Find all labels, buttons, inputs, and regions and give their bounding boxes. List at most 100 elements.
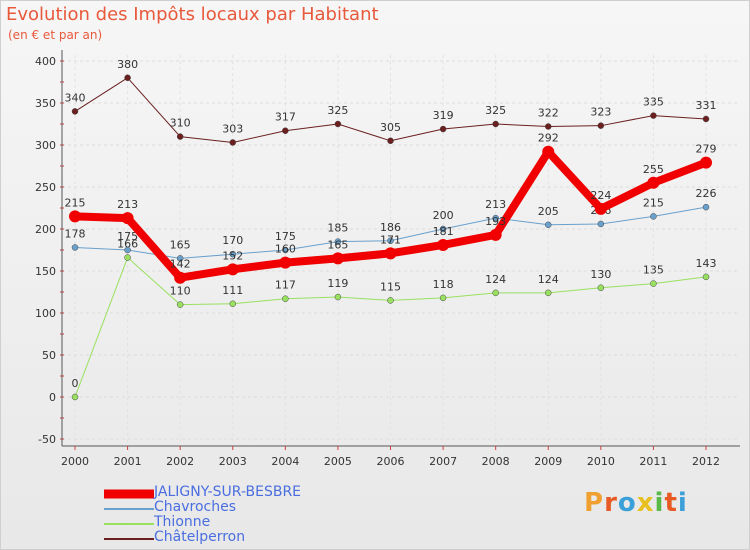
brand-letter: P xyxy=(584,488,605,518)
data-point xyxy=(69,210,81,223)
data-point xyxy=(439,225,447,233)
data-label: 215 xyxy=(643,196,664,209)
legend-swatch xyxy=(104,537,154,540)
data-point xyxy=(331,252,344,265)
x-tick-label: 2005 xyxy=(324,455,352,468)
y-tick-label: 250 xyxy=(35,181,56,194)
data-label: 335 xyxy=(643,96,664,109)
x-tick-label: 2009 xyxy=(534,455,562,468)
legend: JALIGNY-SUR-BESBRE Chavroches Thionne Ch… xyxy=(104,484,344,546)
y-tick-label: 0 xyxy=(49,391,56,404)
data-point xyxy=(597,220,605,228)
data-point xyxy=(492,120,499,128)
legend-label: Thionne xyxy=(154,514,211,530)
data-label: 292 xyxy=(538,132,559,145)
data-label: 130 xyxy=(590,268,611,281)
data-point xyxy=(545,221,552,229)
data-label: 143 xyxy=(696,257,717,270)
y-tick-label: 50 xyxy=(42,349,56,362)
data-label: 322 xyxy=(538,107,559,120)
data-point xyxy=(384,247,397,260)
data-label: 213 xyxy=(117,198,138,211)
data-label: 170 xyxy=(222,234,243,247)
data-label: 213 xyxy=(485,198,506,211)
data-point xyxy=(282,246,289,254)
data-point xyxy=(647,176,660,189)
data-point xyxy=(124,74,131,82)
data-label: 205 xyxy=(538,205,559,218)
data-label: 224 xyxy=(590,189,611,202)
data-label: 305 xyxy=(380,121,401,134)
data-label: 186 xyxy=(380,221,401,234)
data-label: 200 xyxy=(433,209,454,222)
data-point xyxy=(334,120,342,128)
data-point xyxy=(492,289,499,297)
data-label: 124 xyxy=(538,273,559,286)
y-tick-label: 350 xyxy=(35,97,56,110)
legend-item: Thionne xyxy=(104,514,344,531)
x-tick-label: 2002 xyxy=(166,455,194,468)
data-label: 110 xyxy=(170,285,191,298)
data-label: 118 xyxy=(433,278,454,291)
data-label: 303 xyxy=(222,122,243,135)
data-point xyxy=(545,123,552,130)
data-point xyxy=(124,254,131,261)
data-label: 0 xyxy=(72,377,79,390)
y-tick-label: 400 xyxy=(35,55,56,68)
brand-letter: t xyxy=(664,488,678,518)
data-point xyxy=(597,122,605,129)
data-point xyxy=(71,393,79,401)
data-point xyxy=(334,293,342,301)
data-label: 380 xyxy=(117,58,138,71)
chart-title: Evolution des Impôts locaux par Habitant xyxy=(6,4,379,25)
x-tick-label: 2006 xyxy=(377,455,405,468)
legend-swatch xyxy=(104,489,154,498)
data-label: 178 xyxy=(65,227,86,240)
data-label: 119 xyxy=(327,277,348,290)
data-point xyxy=(229,250,236,258)
data-label: 166 xyxy=(117,238,138,251)
x-tick-label: 2011 xyxy=(639,455,667,468)
data-point xyxy=(226,263,239,276)
data-point xyxy=(542,145,555,158)
y-tick-label: 300 xyxy=(35,139,56,152)
y-tick-label: 100 xyxy=(35,307,56,320)
data-point xyxy=(650,280,657,287)
data-point xyxy=(176,255,184,262)
data-label: 135 xyxy=(643,264,664,277)
data-point xyxy=(334,238,342,245)
data-label: 226 xyxy=(696,187,717,200)
brand-letter: x xyxy=(636,488,655,518)
data-label: 319 xyxy=(433,109,454,122)
legend-label: Châtelperron xyxy=(154,529,246,545)
data-label: 117 xyxy=(275,279,296,292)
legend-item: Chavroches xyxy=(104,499,344,516)
data-point xyxy=(387,297,394,304)
data-label: 111 xyxy=(222,284,243,297)
data-point xyxy=(229,300,236,308)
data-point xyxy=(387,137,394,145)
x-tick-label: 2001 xyxy=(114,455,142,468)
data-point xyxy=(545,289,552,297)
data-point xyxy=(387,237,394,245)
data-point xyxy=(176,133,184,140)
data-label: 185 xyxy=(327,222,348,235)
x-tick-label: 2008 xyxy=(482,455,510,468)
x-tick-label: 2003 xyxy=(219,455,247,468)
data-label: 124 xyxy=(485,273,506,286)
legend-item: JALIGNY-SUR-BESBRE xyxy=(104,484,344,501)
data-point xyxy=(650,213,657,220)
data-label: 171 xyxy=(380,233,401,246)
data-point xyxy=(439,125,447,133)
brand-letter: i xyxy=(654,488,665,518)
data-label: 255 xyxy=(643,163,664,176)
data-label: 160 xyxy=(275,243,296,256)
data-label: 215 xyxy=(65,196,86,209)
data-point xyxy=(489,228,502,241)
data-point xyxy=(439,294,447,302)
data-point xyxy=(594,202,607,215)
data-point xyxy=(700,156,712,169)
x-tick-label: 2000 xyxy=(61,455,89,468)
legend-label: Chavroches xyxy=(154,499,237,515)
